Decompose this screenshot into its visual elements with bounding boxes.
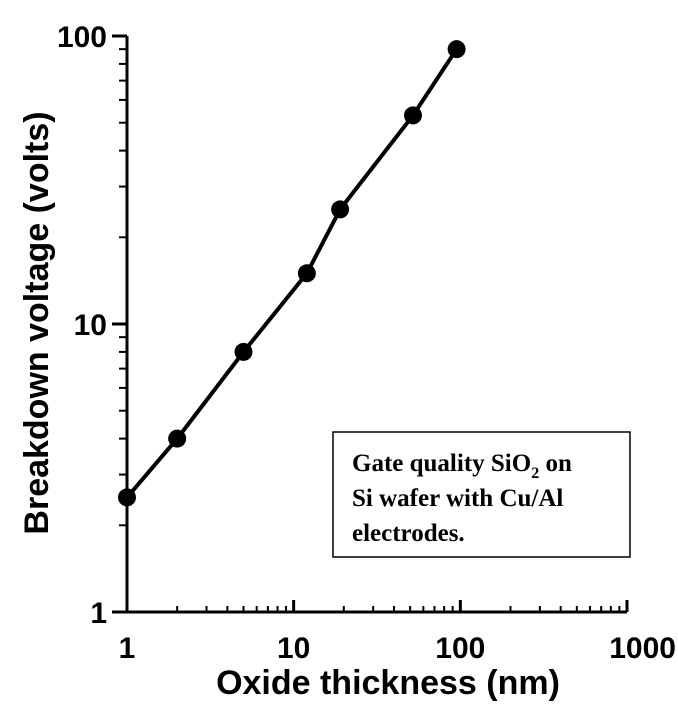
annotation-line-1: Gate quality SiO2 on [352,450,572,482]
y-major-ticks [112,34,127,614]
annotation-line-3: electrodes. [352,520,465,547]
y-tick-label: 1 [90,597,107,630]
annotation-frame [332,431,631,558]
data-point [447,40,466,59]
data-point [234,342,253,361]
y-tick-labels: 1 10 100 [57,21,107,630]
data-point [404,106,423,125]
x-major-ticks [125,600,629,612]
data-point [168,429,187,448]
y-axis-label: Breakdown voltage (volts) [18,111,56,534]
x-tick-label: 100 [435,632,485,665]
annotation-line-1-suffix: on [539,450,572,477]
x-axis-label: Oxide thickness (nm) [216,664,560,702]
annotation-box: Gate quality SiO2 on Si wafer with Cu/Al… [332,431,631,558]
data-point [297,264,316,283]
annotation-line-2: Si wafer with Cu/Al [352,485,563,512]
x-tick-label: 1000 [609,632,676,665]
x-tick-label: 10 [277,632,310,665]
x-tick-labels: 1 10 100 1000 [119,632,676,665]
data-point [118,488,136,507]
annotation-line-1-subscript: 2 [531,465,539,482]
y-tick-label: 100 [57,21,107,54]
annotation-line-1-prefix: Gate quality SiO [352,450,531,477]
data-point [331,200,350,219]
x-tick-label: 1 [119,632,136,665]
data-series-points [118,40,466,507]
y-tick-label: 10 [74,309,107,342]
